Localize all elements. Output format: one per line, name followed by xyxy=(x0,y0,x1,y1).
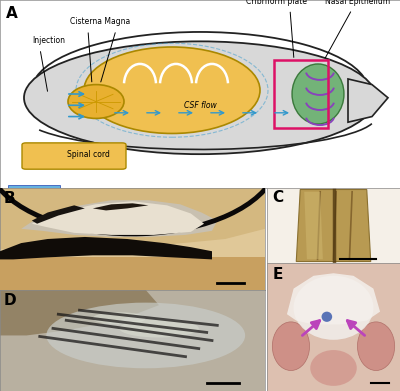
Polygon shape xyxy=(0,237,212,259)
Polygon shape xyxy=(0,290,159,335)
Ellipse shape xyxy=(119,319,199,337)
Polygon shape xyxy=(304,192,323,259)
Text: Spinal cord: Spinal cord xyxy=(66,150,110,159)
Ellipse shape xyxy=(272,322,310,371)
Text: Cribriform plate: Cribriform plate xyxy=(246,0,306,5)
Ellipse shape xyxy=(292,64,344,124)
Polygon shape xyxy=(32,205,85,224)
Ellipse shape xyxy=(46,303,245,368)
FancyBboxPatch shape xyxy=(22,143,126,169)
Ellipse shape xyxy=(84,47,260,133)
Polygon shape xyxy=(0,188,265,249)
Polygon shape xyxy=(32,201,204,235)
Ellipse shape xyxy=(68,84,124,118)
Text: A: A xyxy=(6,5,18,21)
Ellipse shape xyxy=(24,41,376,154)
Text: B: B xyxy=(4,191,16,206)
Polygon shape xyxy=(348,79,388,122)
Bar xyxy=(0,257,265,290)
Polygon shape xyxy=(21,200,217,237)
Text: Nasal Epithelium: Nasal Epithelium xyxy=(326,0,390,5)
Ellipse shape xyxy=(358,322,395,371)
Polygon shape xyxy=(287,273,380,325)
Ellipse shape xyxy=(310,350,357,386)
Text: Cisterna Magna: Cisterna Magna xyxy=(70,17,130,26)
Ellipse shape xyxy=(93,312,146,325)
Ellipse shape xyxy=(294,276,374,340)
Text: Injection: Injection xyxy=(32,36,65,45)
Text: C: C xyxy=(272,190,284,205)
Text: E: E xyxy=(272,267,283,282)
Polygon shape xyxy=(296,190,371,262)
Text: D: D xyxy=(4,293,17,308)
Bar xyxy=(274,60,328,128)
FancyBboxPatch shape xyxy=(8,185,60,191)
Ellipse shape xyxy=(322,312,332,322)
Polygon shape xyxy=(93,203,148,210)
Text: CSF flow: CSF flow xyxy=(184,101,216,110)
